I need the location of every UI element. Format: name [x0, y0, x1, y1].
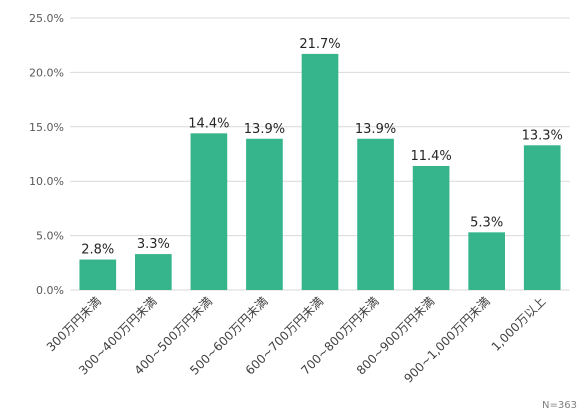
bar-data-label: 13.9% — [355, 122, 396, 137]
bar-data-label: 21.7% — [299, 37, 340, 52]
data-labels: 2.8% 3.3% 14.4% 13.9% 21.7% 13.9% 11.4% 5.3% 13.… — [81, 37, 563, 258]
y-axis-ticks: 0.0% 5.0% 10.0% 15.0% 20.0% 25.0% — [29, 12, 64, 297]
x-axis-categories: 300万円未満300~400万円未満400~500万円未満500~600万円未満… — [44, 294, 548, 385]
x-category-label: 300万円未満 — [44, 294, 104, 354]
bar-data-label: 11.4% — [410, 149, 451, 164]
bar — [412, 165, 450, 290]
bar — [468, 232, 505, 290]
bar — [246, 138, 283, 290]
sample-size-note: N=363 — [542, 400, 577, 411]
bar-data-label: 14.4% — [188, 116, 229, 131]
x-category-label: 1,000万以上 — [489, 294, 549, 354]
y-tick-label: 20.0% — [29, 66, 64, 79]
bars — [79, 53, 561, 291]
bar — [79, 259, 117, 290]
bar-data-label: 13.3% — [522, 128, 563, 143]
bar-data-label: 5.3% — [470, 215, 503, 230]
y-tick-label: 10.0% — [29, 175, 64, 188]
bar — [523, 145, 561, 290]
bar-data-label: 13.9% — [244, 122, 285, 137]
bar — [357, 138, 394, 290]
bar — [135, 254, 172, 290]
y-tick-label: 5.0% — [36, 230, 64, 243]
y-tick-label: 0.0% — [36, 284, 64, 297]
y-tick-label: 25.0% — [29, 12, 64, 25]
y-tick-label: 15.0% — [29, 121, 64, 134]
bar-data-label: 3.3% — [137, 237, 170, 252]
bar — [190, 133, 228, 290]
bar — [301, 53, 339, 291]
bar-data-label: 2.8% — [81, 243, 114, 258]
